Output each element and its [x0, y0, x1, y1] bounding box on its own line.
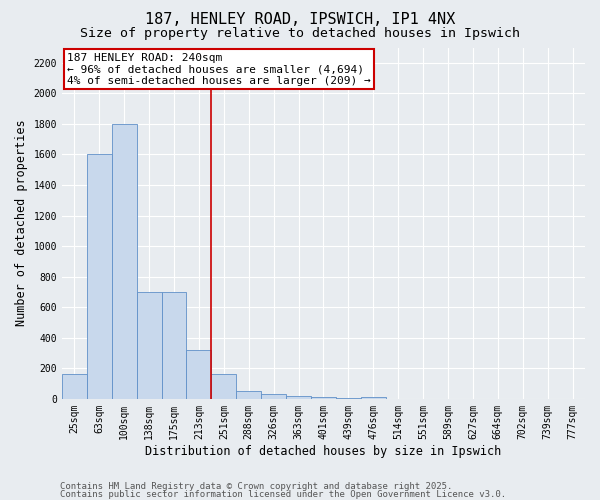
Bar — [87, 154, 112, 399]
Bar — [112, 124, 137, 399]
Bar — [62, 374, 87, 399]
Bar — [236, 391, 261, 399]
Bar — [261, 394, 286, 399]
Y-axis label: Number of detached properties: Number of detached properties — [15, 120, 28, 326]
Text: Contains HM Land Registry data © Crown copyright and database right 2025.: Contains HM Land Registry data © Crown c… — [60, 482, 452, 491]
Text: 187, HENLEY ROAD, IPSWICH, IP1 4NX: 187, HENLEY ROAD, IPSWICH, IP1 4NX — [145, 12, 455, 28]
Text: 187 HENLEY ROAD: 240sqm
← 96% of detached houses are smaller (4,694)
4% of semi-: 187 HENLEY ROAD: 240sqm ← 96% of detache… — [67, 53, 371, 86]
Bar — [137, 292, 161, 399]
Bar — [161, 292, 187, 399]
Bar — [286, 396, 311, 399]
Bar — [211, 374, 236, 399]
Bar — [187, 350, 211, 399]
Bar — [361, 398, 386, 399]
Text: Size of property relative to detached houses in Ipswich: Size of property relative to detached ho… — [80, 28, 520, 40]
Bar — [311, 398, 336, 399]
X-axis label: Distribution of detached houses by size in Ipswich: Distribution of detached houses by size … — [145, 444, 502, 458]
Bar — [336, 398, 361, 399]
Text: Contains public sector information licensed under the Open Government Licence v3: Contains public sector information licen… — [60, 490, 506, 499]
